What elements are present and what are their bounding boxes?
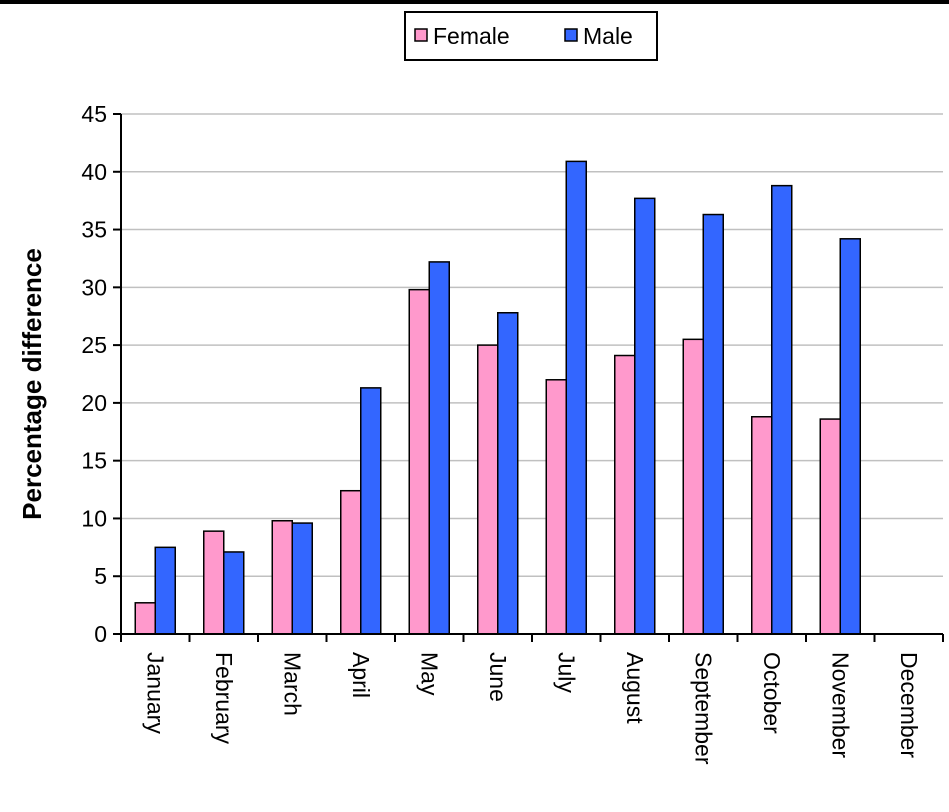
y-tick-label: 45 (81, 101, 107, 127)
chart-frame-top-border (0, 0, 949, 4)
legend-swatch-male (564, 28, 578, 42)
x-category-label: December (896, 652, 922, 758)
x-category-label: April (348, 652, 374, 698)
bar-male-may (428, 261, 450, 635)
gridlines (121, 113, 943, 577)
y-axis-title: Percentage difference (17, 248, 47, 520)
bar-female-february (203, 530, 225, 635)
bar-male-june (497, 312, 519, 635)
x-category-label: February (211, 652, 237, 745)
legend-box (404, 11, 658, 61)
x-category-label: September (690, 652, 716, 765)
x-category-label: June (485, 652, 511, 702)
bar-female-august (614, 354, 636, 635)
x-category-label: January (142, 652, 168, 734)
bar-male-april (360, 387, 382, 635)
bar-female-april (340, 489, 362, 635)
bar-female-october (751, 416, 773, 635)
bar-male-july (565, 160, 587, 635)
y-tick-label: 30 (81, 274, 107, 300)
bar-male-november (839, 238, 861, 635)
legend: Female Male (404, 11, 658, 61)
bar-male-september (702, 213, 724, 635)
bar-male-august (634, 197, 656, 635)
bars (134, 160, 861, 635)
bar-male-march (291, 522, 313, 635)
x-category-label: October (759, 652, 785, 734)
x-category-label: August (622, 652, 648, 724)
bar-female-may (408, 288, 430, 635)
x-category-label: May (416, 652, 442, 696)
x-axis-categories: January February March April May June July Augu… (120, 634, 944, 765)
legend-swatch-female (414, 28, 428, 42)
x-category-label: July (553, 652, 579, 693)
y-axis-ticks: 0 5 10 15 20 25 30 35 40 45 (81, 101, 121, 647)
bar-male-january (154, 546, 176, 635)
y-tick-label: 40 (81, 159, 107, 185)
y-tick-label: 35 (81, 217, 107, 243)
y-tick-label: 0 (94, 621, 107, 647)
bar-female-january (134, 602, 156, 635)
x-category-label: November (827, 652, 853, 758)
legend-label-male: Male (583, 23, 633, 49)
bar-female-july (545, 379, 567, 635)
legend-label-female: Female (433, 23, 510, 49)
bar-female-june (477, 344, 499, 635)
bar-male-october (771, 184, 793, 635)
bar-female-september (682, 338, 704, 635)
x-category-label: March (279, 652, 305, 716)
y-tick-label: 15 (81, 448, 107, 474)
bar-female-march (271, 520, 293, 635)
bar-female-november (819, 418, 841, 635)
bar-male-february (223, 551, 245, 635)
y-tick-label: 25 (81, 332, 107, 358)
y-tick-label: 10 (81, 505, 107, 531)
y-tick-label: 20 (81, 390, 107, 416)
y-tick-label: 5 (94, 563, 107, 589)
